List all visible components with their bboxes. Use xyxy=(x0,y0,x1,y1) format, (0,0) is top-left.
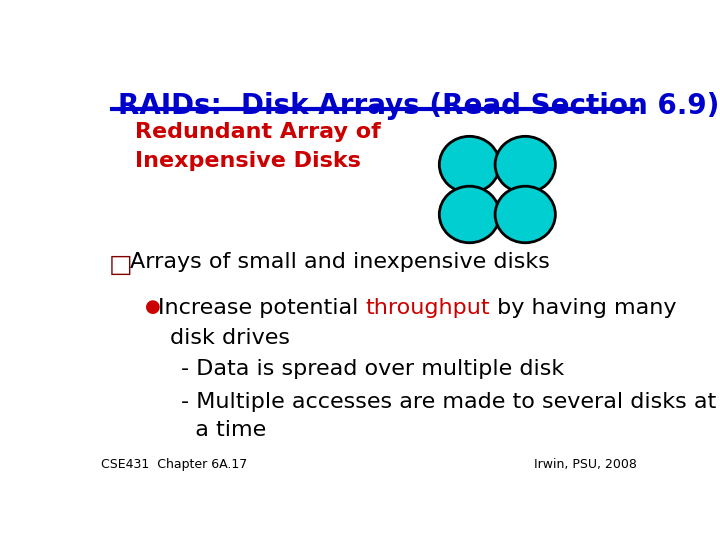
Text: ●: ● xyxy=(145,298,161,316)
Text: - Data is spread over multiple disk: - Data is spread over multiple disk xyxy=(181,359,564,379)
Text: a time: a time xyxy=(181,420,266,440)
Text: Irwin, PSU, 2008: Irwin, PSU, 2008 xyxy=(534,458,637,471)
Text: RAIDs:  Disk Arrays (Read Section 6.9): RAIDs: Disk Arrays (Read Section 6.9) xyxy=(118,92,719,120)
Ellipse shape xyxy=(495,186,555,243)
Text: □: □ xyxy=(109,253,132,276)
Text: - Multiple accesses are made to several disks at: - Multiple accesses are made to several … xyxy=(181,393,716,413)
Text: throughput: throughput xyxy=(366,298,490,318)
Text: Increase potential: Increase potential xyxy=(158,298,366,318)
Ellipse shape xyxy=(495,136,555,193)
Text: by having many: by having many xyxy=(490,298,677,318)
Text: Arrays of small and inexpensive disks: Arrays of small and inexpensive disks xyxy=(130,252,550,272)
Ellipse shape xyxy=(439,186,500,243)
Text: Redundant Array of: Redundant Array of xyxy=(135,122,380,142)
Text: disk drives: disk drives xyxy=(170,328,289,348)
Text: CSE431  Chapter 6A.17: CSE431 Chapter 6A.17 xyxy=(101,458,248,471)
Ellipse shape xyxy=(439,136,500,193)
Text: Inexpensive Disks: Inexpensive Disks xyxy=(135,151,361,171)
